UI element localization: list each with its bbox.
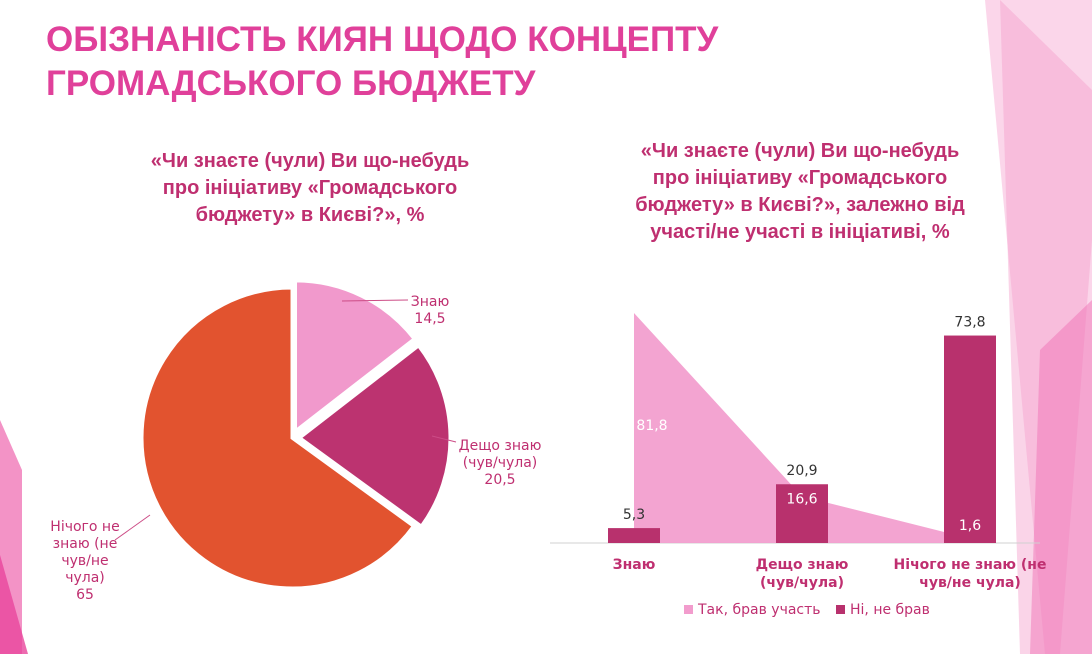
bar-chart-title: «Чи знаєте (чули) Ви що-небудь про ініці… <box>560 138 1040 246</box>
bar-not-participated-1 <box>776 484 828 543</box>
area-value-label-0: 81,8 <box>636 418 667 434</box>
bar-value-label-0: 5,3 <box>623 507 645 523</box>
page-title: ОБІЗНАНІСТЬ КИЯН ЩОДО КОНЦЕПТУ ГРОМАДСЬК… <box>46 18 846 106</box>
page-title-line-2: ГРОМАДСЬКОГО БЮДЖЕТУ <box>46 64 536 103</box>
x-tick-label-2: Нічого не знаю (не чув/не чула) <box>894 557 1047 591</box>
pie-title-line-2: про ініціативу «Громадського <box>162 177 458 199</box>
legend-label-1: Ні, не брав <box>850 602 930 618</box>
pie-label-somewhat: Дещо знаю (чув/чула) 20,5 <box>459 438 542 488</box>
deco-stripe-left-2 <box>0 555 28 654</box>
pie-title-line-1: «Чи знаєте (чули) Ви що-небудь <box>150 150 470 172</box>
deco-stripe-right-3 <box>1030 300 1092 654</box>
x-tick-label-1: Дещо знаю (чув/чула) <box>756 557 849 591</box>
pie-label-nothing-leader <box>114 514 151 541</box>
bar-chart: 81,8 16,6 1,6 5,3 20,9 73,8 Знаю Дещо знаю (чув/… <box>550 313 1046 618</box>
bar-title-line-4: участі/не участі в ініціативі, % <box>650 221 950 243</box>
bar-title-line-1: «Чи знаєте (чули) Ви що-небудь <box>640 140 960 162</box>
pie-chart-title: «Чи знаєте (чули) Ви що-небудь про ініці… <box>80 148 540 229</box>
area-series-participated <box>634 313 970 543</box>
bar-title-line-2: про ініціативу «Громадського <box>652 167 948 189</box>
pie-slice-know <box>294 279 417 434</box>
bar-value-label-1: 20,9 <box>786 463 817 479</box>
pie-slice-nothing <box>140 286 416 590</box>
legend-swatch-0 <box>684 605 693 614</box>
pie-label-know-leader <box>341 299 409 302</box>
bar-value-label-2: 73,8 <box>954 315 985 331</box>
pie-chart: Знаю 14,5 Дещо знаю (чув/чула) 20,5 Нічого не… <box>50 279 542 603</box>
legend-label-0: Так, брав участь <box>697 602 821 618</box>
page-title-line-1: ОБІЗНАНІСТЬ КИЯН ЩОДО КОНЦЕПТУ <box>46 20 719 59</box>
legend-swatch-1 <box>836 605 845 614</box>
bar-not-participated-0 <box>608 528 660 543</box>
bar-not-participated-2 <box>944 335 996 543</box>
area-value-label-1: 16,6 <box>786 491 817 507</box>
pie-label-nothing: Нічого не знаю (не чув/не чула) 65 <box>50 519 119 603</box>
bar-title-line-3: бюджету» в Києві?», залежно від <box>635 194 965 216</box>
area-value-label-2: 1,6 <box>959 518 981 534</box>
pie-label-somewhat-leader <box>431 435 457 443</box>
pie-title-line-3: бюджету» в Києві?», % <box>195 204 425 226</box>
pie-label-know: Знаю 14,5 <box>411 294 450 327</box>
pie-slice-somewhat <box>297 343 452 529</box>
x-tick-label-0: Знаю <box>613 557 656 573</box>
